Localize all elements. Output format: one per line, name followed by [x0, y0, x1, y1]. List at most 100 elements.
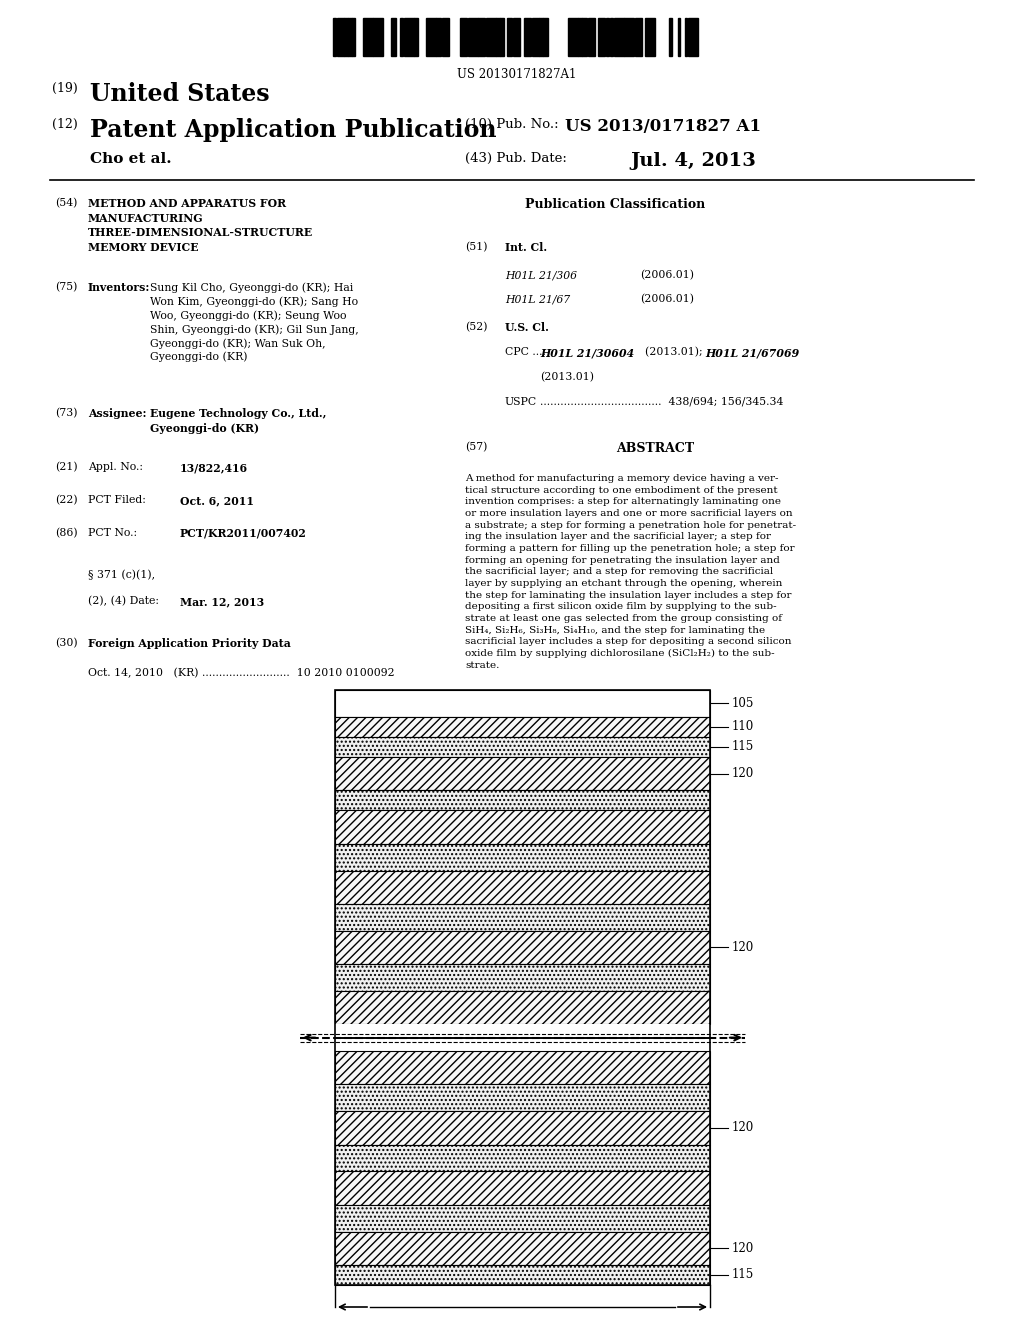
Bar	[478, 18, 485, 55]
Bar	[441, 18, 449, 55]
Text: US 20130171827A1: US 20130171827A1	[458, 69, 577, 81]
Bar	[337, 18, 344, 55]
Bar	[335, 1144, 710, 1171]
Text: 13/822,416: 13/822,416	[180, 462, 248, 473]
Text: Patent Application Publication: Patent Application Publication	[90, 117, 497, 143]
Bar	[335, 991, 710, 1024]
Bar	[362, 18, 373, 55]
Bar	[348, 18, 351, 55]
Text: A method for manufacturing a memory device having a ver-
tical structure accordi: A method for manufacturing a memory devi…	[465, 474, 796, 669]
Bar	[335, 1205, 710, 1232]
Bar	[344, 18, 347, 55]
Text: Assignee:: Assignee:	[88, 408, 146, 418]
Bar	[335, 791, 710, 810]
Bar	[391, 18, 396, 55]
Bar	[399, 18, 403, 55]
Bar	[335, 1111, 710, 1144]
Text: United States: United States	[90, 82, 269, 106]
Text: U.S. Cl.: U.S. Cl.	[505, 322, 549, 333]
Text: (86): (86)	[55, 528, 78, 539]
Text: (54): (54)	[55, 198, 78, 209]
Text: USPC: USPC	[505, 397, 538, 407]
Text: Sung Kil Cho, Gyeonggi-do (KR); Hai
Won Kim, Gyeonggi-do (KR); Sang Ho
Woo, Gyeo: Sung Kil Cho, Gyeonggi-do (KR); Hai Won …	[150, 282, 358, 363]
Text: Eugene Technology Co., Ltd.,
Gyeonggi-do (KR): Eugene Technology Co., Ltd., Gyeonggi-do…	[150, 408, 327, 433]
Bar	[335, 1232, 710, 1265]
Text: Int. Cl.: Int. Cl.	[505, 242, 547, 253]
Bar	[335, 843, 710, 870]
Text: § 371 (c)(1),: § 371 (c)(1),	[88, 570, 155, 581]
Bar	[335, 964, 710, 991]
Bar	[335, 756, 710, 791]
Bar	[507, 18, 512, 55]
Text: (21): (21)	[55, 462, 78, 473]
Bar	[567, 18, 578, 55]
Text: (10) Pub. No.:: (10) Pub. No.:	[465, 117, 559, 131]
Bar	[403, 18, 414, 55]
Bar	[496, 18, 500, 55]
Text: (2006.01): (2006.01)	[640, 271, 694, 280]
Text: Appl. No.:: Appl. No.:	[88, 462, 143, 473]
Text: (2), (4) Date:: (2), (4) Date:	[88, 597, 159, 606]
Text: 120: 120	[732, 1242, 755, 1255]
Text: METHOD AND APPARATUS FOR
MANUFACTURING
THREE-DIMENSIONAL-STRUCTURE
MEMORY DEVICE: METHOD AND APPARATUS FOR MANUFACTURING T…	[88, 198, 313, 253]
Bar	[352, 18, 354, 55]
Bar	[613, 18, 624, 55]
Bar	[609, 18, 613, 55]
Bar	[460, 18, 467, 55]
Bar	[513, 18, 519, 55]
Text: H01L 21/67069: H01L 21/67069	[705, 347, 800, 358]
Bar	[426, 18, 435, 55]
Bar	[335, 1171, 710, 1205]
Bar	[335, 1024, 710, 1051]
Bar	[588, 18, 595, 55]
Text: 110: 110	[732, 721, 755, 734]
Text: (52): (52)	[465, 322, 487, 333]
Bar	[333, 18, 336, 55]
Text: PCT/KR2011/007402: PCT/KR2011/007402	[180, 528, 307, 539]
Bar	[335, 1038, 710, 1284]
Bar	[335, 1085, 710, 1111]
Text: Publication Classification: Publication Classification	[525, 198, 706, 211]
Bar	[579, 18, 582, 55]
Text: (75): (75)	[55, 282, 78, 292]
Bar	[582, 18, 587, 55]
Bar	[335, 931, 710, 964]
Bar	[436, 18, 441, 55]
Text: (22): (22)	[55, 495, 78, 506]
Text: Jul. 4, 2013: Jul. 4, 2013	[630, 152, 756, 170]
Bar	[678, 18, 680, 55]
Bar	[335, 690, 710, 717]
Bar	[669, 18, 672, 55]
Text: (51): (51)	[465, 242, 487, 252]
Text: (2013.01): (2013.01)	[540, 372, 594, 383]
Text: Mar. 12, 2013: Mar. 12, 2013	[180, 597, 264, 607]
Text: 105: 105	[732, 697, 755, 710]
Bar	[531, 18, 539, 55]
Text: Foreign Application Priority Data: Foreign Application Priority Data	[88, 638, 291, 649]
Bar	[645, 18, 655, 55]
Bar	[500, 18, 504, 55]
Bar	[335, 690, 710, 1038]
Bar	[335, 810, 710, 843]
Text: H01L 21/67: H01L 21/67	[505, 294, 570, 304]
Bar	[485, 18, 496, 55]
Bar	[688, 18, 697, 55]
Text: (30): (30)	[55, 638, 78, 648]
Text: US 2013/0171827 A1: US 2013/0171827 A1	[565, 117, 761, 135]
Bar	[373, 18, 383, 55]
Text: 115: 115	[732, 1269, 755, 1282]
Text: (43) Pub. Date:: (43) Pub. Date:	[465, 152, 567, 165]
Text: ABSTRACT: ABSTRACT	[616, 442, 694, 455]
Bar	[685, 18, 687, 55]
Text: (12): (12)	[52, 117, 78, 131]
Text: CPC ....: CPC ....	[505, 347, 553, 356]
Text: H01L 21/30604: H01L 21/30604	[540, 347, 634, 358]
Text: 115: 115	[732, 741, 755, 754]
Bar	[605, 18, 609, 55]
Bar	[598, 18, 605, 55]
Text: PCT No.:: PCT No.:	[88, 528, 137, 539]
Bar	[539, 18, 543, 55]
Bar	[414, 18, 418, 55]
Text: ....................................  438/694; 156/345.34: .................................... 438…	[540, 397, 783, 407]
Text: (57): (57)	[465, 442, 487, 453]
